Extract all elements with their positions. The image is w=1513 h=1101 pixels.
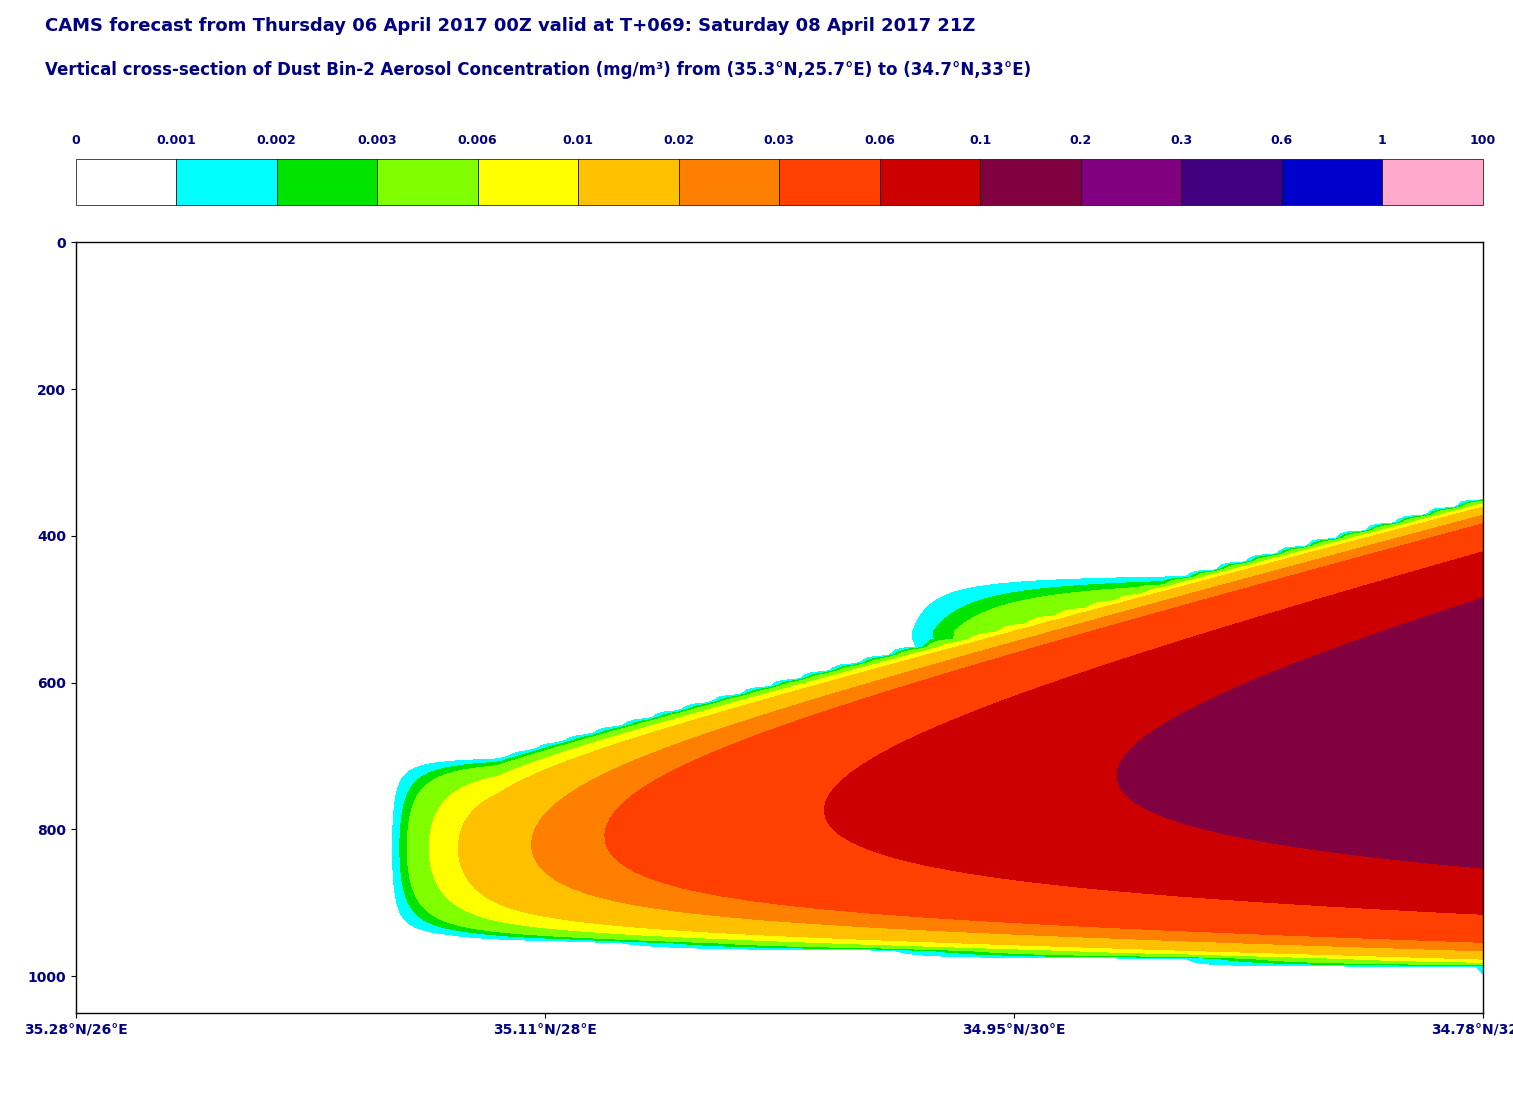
Text: 0.006: 0.006: [458, 134, 498, 146]
Bar: [879, 159, 980, 205]
Bar: [478, 159, 578, 205]
Bar: [76, 159, 176, 205]
Bar: [1282, 159, 1383, 205]
Bar: [980, 159, 1080, 205]
Bar: [1080, 159, 1182, 205]
Text: 1: 1: [1378, 134, 1386, 146]
Bar: [377, 159, 478, 205]
Bar: [1383, 159, 1483, 205]
Text: 0.06: 0.06: [864, 134, 896, 146]
Text: 100: 100: [1469, 134, 1496, 146]
Text: 0: 0: [71, 134, 80, 146]
Text: 0.2: 0.2: [1070, 134, 1092, 146]
Text: 0.03: 0.03: [764, 134, 794, 146]
Text: 0.02: 0.02: [663, 134, 694, 146]
Text: 0.003: 0.003: [357, 134, 396, 146]
Bar: [1182, 159, 1282, 205]
Text: 0.1: 0.1: [970, 134, 991, 146]
Text: 0.002: 0.002: [257, 134, 297, 146]
Bar: [176, 159, 277, 205]
Text: CAMS forecast from Thursday 06 April 2017 00Z valid at T+069: Saturday 08 April : CAMS forecast from Thursday 06 April 201…: [45, 17, 976, 34]
Bar: [277, 159, 377, 205]
Text: 0.01: 0.01: [563, 134, 593, 146]
Text: 0.001: 0.001: [156, 134, 197, 146]
Text: 0.6: 0.6: [1271, 134, 1292, 146]
Bar: [578, 159, 679, 205]
Bar: [679, 159, 779, 205]
Text: 0.3: 0.3: [1170, 134, 1192, 146]
Text: Vertical cross-section of Dust Bin-2 Aerosol Concentration (mg/m³) from (35.3°N,: Vertical cross-section of Dust Bin-2 Aer…: [45, 61, 1032, 78]
Bar: [779, 159, 879, 205]
